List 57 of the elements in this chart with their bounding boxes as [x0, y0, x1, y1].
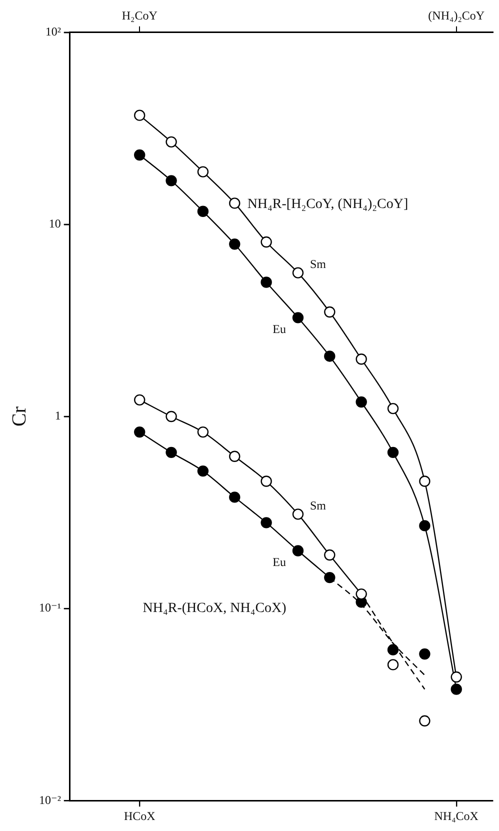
point — [324, 549, 336, 561]
y-tick-label: 1 — [54, 408, 61, 423]
point — [134, 426, 146, 438]
point — [229, 198, 240, 209]
series-label: Eu — [272, 322, 286, 336]
point — [229, 450, 240, 462]
text: (NH₄)₂CoY — [428, 8, 485, 23]
point — [166, 136, 177, 148]
point — [324, 306, 336, 318]
point — [166, 410, 177, 422]
point — [260, 236, 272, 248]
y-axis-title: Cr — [8, 406, 30, 426]
point — [260, 276, 272, 288]
x-tick-label: HCoX — [124, 808, 156, 823]
y-tick-label: 10 — [48, 216, 61, 231]
point — [134, 149, 146, 161]
point — [387, 446, 399, 458]
point — [197, 166, 209, 178]
point — [229, 238, 240, 250]
point — [260, 517, 272, 528]
point — [419, 476, 430, 487]
point — [197, 206, 209, 217]
series-label: Sm — [310, 498, 327, 512]
point — [197, 426, 209, 438]
point — [450, 684, 462, 695]
point — [387, 659, 399, 670]
point — [134, 110, 146, 121]
point — [292, 508, 304, 520]
point — [134, 394, 146, 406]
point — [166, 175, 177, 186]
point — [387, 402, 399, 414]
point — [419, 520, 430, 532]
series-label: Eu — [272, 554, 286, 569]
point — [229, 492, 240, 503]
annotation: NH₄R-(HCoX, NH₄CoX) — [142, 601, 287, 616]
point — [450, 671, 462, 683]
point — [292, 267, 304, 278]
point — [324, 572, 336, 584]
point — [292, 545, 304, 556]
point — [356, 396, 367, 408]
y-tick-label: 10⁻¹ — [38, 600, 62, 615]
y-tick-label: 10² — [45, 24, 62, 39]
point — [197, 465, 209, 477]
point — [387, 644, 399, 656]
text: H₂CoY — [122, 8, 158, 23]
series-label: Sm — [310, 256, 327, 271]
point — [324, 350, 336, 362]
point — [419, 715, 430, 727]
point — [260, 476, 272, 487]
point — [356, 354, 367, 365]
point — [292, 312, 304, 324]
point — [166, 446, 177, 458]
point — [419, 648, 430, 660]
y-tick-label: 10⁻² — [38, 792, 62, 807]
annotation: NH₄R-[H₂CoY, (NH₄)₂CoY] — [247, 197, 408, 212]
point — [356, 588, 367, 600]
x-tick-label: NH₄CoX — [434, 808, 479, 823]
